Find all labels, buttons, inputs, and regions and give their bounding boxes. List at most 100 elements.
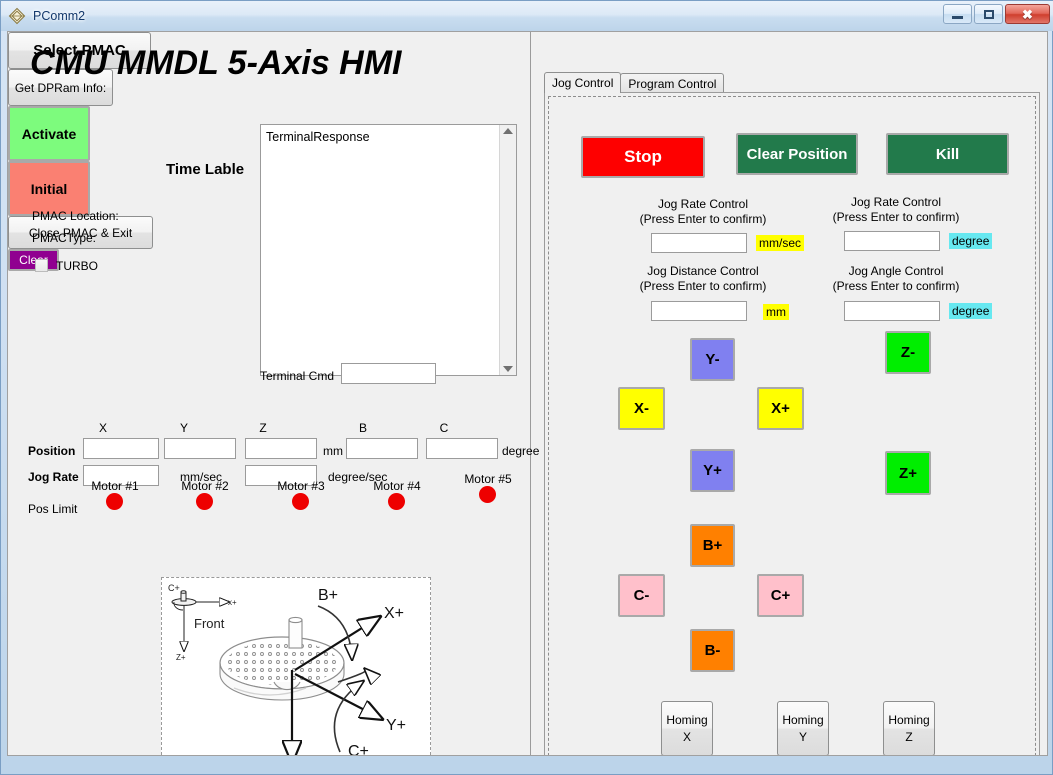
svg-text:x+: x+ [228, 598, 237, 607]
axis-header-c: C [439, 421, 449, 435]
jog-rate-linear-input[interactable] [651, 233, 747, 253]
pmac-type-label: PMACType: [32, 231, 97, 245]
maximize-button[interactable] [974, 4, 1003, 24]
scroll-up-icon[interactable] [503, 128, 513, 134]
tab-page-jog-control: Stop Clear Position Kill Jog Rate Contro… [544, 92, 1040, 755]
terminal-cmd-label: Terminal Cmd [260, 369, 335, 383]
window-title: PComm2 [33, 9, 86, 23]
kill-button[interactable]: Kill [886, 133, 1009, 175]
get-dpram-info-button[interactable]: Get DPRam Info: [8, 69, 113, 106]
activate-button[interactable]: Activate [8, 106, 90, 161]
jog-distance-unit: mm [763, 304, 789, 320]
clear-position-button[interactable]: Clear Position [736, 133, 858, 175]
panel-divider [530, 32, 531, 755]
maximize-icon [983, 9, 994, 19]
svg-text:Z+: Z+ [176, 653, 186, 662]
close-pmac-exit-button[interactable]: Close PMAC & Exit [8, 216, 153, 249]
motor-5-label: Motor #5 [464, 472, 512, 486]
client-area: CMU MMDL 5-Axis HMI Select PMAC Get DPRa… [7, 31, 1048, 756]
position-row-label: Position [28, 444, 76, 458]
jog-button-b-plus[interactable]: B+ [690, 524, 735, 567]
clear-button[interactable]: Clear [8, 249, 59, 271]
homing-y-line1: Homing [782, 713, 824, 728]
jog-button-c-plus[interactable]: C+ [757, 574, 804, 617]
jog-button-c-minus[interactable]: C- [618, 574, 665, 617]
axis-header-b: B [358, 421, 367, 435]
homing-z-button[interactable]: Homing Z [883, 701, 935, 755]
homing-y-button[interactable]: Homing Y [777, 701, 829, 755]
page-title: CMU MMDL 5-Axis HMI [30, 44, 402, 82]
jog-rate-angular-unit: degree [949, 233, 993, 249]
stop-button[interactable]: Stop [581, 136, 705, 178]
motor-4-label: Motor #4 [373, 479, 421, 493]
terminal-cmd-input[interactable] [341, 363, 436, 384]
scroll-down-icon[interactable] [503, 366, 513, 372]
select-pmac-button[interactable]: Select PMAC [8, 32, 151, 69]
jog-angle-input[interactable] [844, 301, 940, 321]
jog-button-z-minus[interactable]: Z- [885, 331, 931, 374]
jog-distance-input[interactable] [651, 301, 747, 321]
jog-button-x-minus[interactable]: X- [618, 387, 665, 430]
minimize-button[interactable] [943, 4, 972, 24]
jog-rate-angular-input[interactable] [844, 231, 940, 251]
terminal-response-text: TerminalResponse [266, 130, 370, 144]
jog-rate-angular-input[interactable] [245, 465, 317, 486]
pos-limit-led-motor-2 [196, 493, 213, 510]
jog-rate-angular-title: Jog Rate Control [850, 195, 942, 209]
pos-limit-row-label: Pos Limit [28, 502, 78, 516]
terminal-scrollbar[interactable] [499, 125, 516, 375]
terminal-response-box[interactable]: TerminalResponse [260, 124, 517, 376]
jog-button-y-minus[interactable]: Y- [690, 338, 735, 381]
position-z-input[interactable] [245, 438, 317, 459]
homing-x-button[interactable]: Homing X [661, 701, 713, 755]
position-c-input[interactable] [426, 438, 498, 459]
initial-button[interactable]: Initial [8, 161, 90, 216]
tab-strip: Jog Control Program Control [544, 72, 725, 93]
jog-angle-title: Jog Angle Control [848, 264, 944, 278]
svg-text:Y+: Y+ [386, 717, 406, 734]
window-controls: ✖ [943, 4, 1050, 24]
position-b-input[interactable] [346, 438, 418, 459]
svg-text:C+: C+ [168, 583, 180, 593]
axis-header-x: X [98, 421, 107, 435]
tab-jog-control[interactable]: Jog Control [544, 72, 622, 93]
motor-2-label: Motor #2 [181, 479, 229, 493]
close-icon: ✖ [1022, 6, 1033, 22]
jog-distance-title: Jog Distance Control [647, 264, 759, 278]
jog-distance-hint: (Press Enter to confirm) [639, 279, 767, 293]
pos-limit-led-motor-3 [292, 493, 309, 510]
close-button[interactable]: ✖ [1005, 4, 1050, 24]
jog-button-y-plus[interactable]: Y+ [690, 449, 735, 492]
motor-1-label: Motor #1 [91, 479, 139, 493]
axis-header-z: Z [259, 421, 267, 435]
homing-y-line2: Y [798, 729, 807, 744]
jog-angle-unit: degree [949, 303, 993, 319]
jog-button-b-minus[interactable]: B- [690, 629, 735, 672]
position-y-input[interactable] [164, 438, 236, 459]
jog-button-x-plus[interactable]: X+ [757, 387, 804, 430]
svg-text:C+: C+ [348, 743, 369, 756]
jog-button-z-plus[interactable]: Z+ [885, 451, 931, 495]
jog-rate-unit-degreesec: degree/sec [328, 470, 388, 484]
homing-z-line2: Z [905, 729, 913, 744]
axis-orientation-diagram: C+ x+ Z+ Front [161, 577, 431, 756]
position-unit-degree: degree [502, 444, 540, 458]
homing-x-line1: Homing [666, 713, 708, 728]
pos-limit-led-motor-5 [479, 486, 496, 503]
turbo-checkbox[interactable] [35, 259, 48, 272]
jog-rate-row-label: Jog Rate [28, 470, 79, 484]
position-x-input[interactable] [83, 438, 159, 459]
tab-program-control[interactable]: Program Control [620, 73, 725, 93]
jog-rate-linear-input[interactable] [83, 465, 159, 486]
pos-limit-led-motor-4 [388, 493, 405, 510]
jog-rate-linear-unit: mm/sec [756, 235, 804, 251]
jog-rate-unit-mmsec: mm/sec [180, 470, 222, 484]
jog-rate-angular-hint: (Press Enter to confirm) [832, 210, 960, 224]
turbo-label: TURBO [56, 259, 98, 273]
jog-rate-linear-hint: (Press Enter to confirm) [639, 212, 767, 226]
jog-angle-hint: (Press Enter to confirm) [832, 279, 960, 293]
pos-limit-led-motor-1 [106, 493, 123, 510]
svg-text:Front: Front [194, 616, 225, 631]
app-diamond-icon [8, 7, 26, 25]
